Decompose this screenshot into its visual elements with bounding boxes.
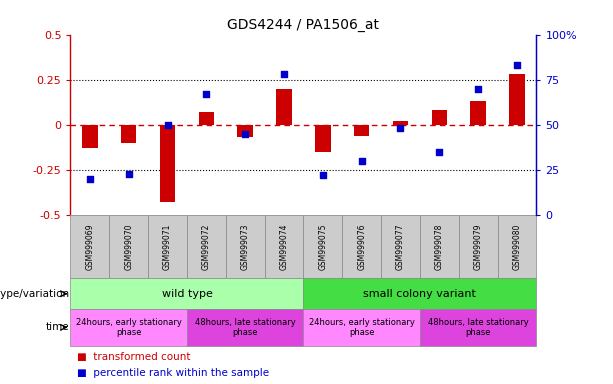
Bar <box>381 215 420 278</box>
Text: genotype/variation: genotype/variation <box>0 289 70 299</box>
Bar <box>342 215 381 278</box>
Bar <box>199 112 214 125</box>
Text: GSM999080: GSM999080 <box>512 223 522 270</box>
Text: GSM999077: GSM999077 <box>396 223 405 270</box>
Bar <box>470 101 486 125</box>
Text: GSM999069: GSM999069 <box>85 223 94 270</box>
Bar <box>160 125 175 202</box>
Text: small colony variant: small colony variant <box>364 289 476 299</box>
Bar <box>148 215 187 278</box>
Bar <box>393 121 408 125</box>
Bar <box>82 125 97 148</box>
Bar <box>70 215 109 278</box>
Text: GSM999078: GSM999078 <box>435 223 444 270</box>
Bar <box>121 125 137 143</box>
Bar <box>276 89 292 125</box>
Text: 48hours, late stationary
phase: 48hours, late stationary phase <box>195 318 295 337</box>
Point <box>162 122 172 128</box>
Text: ■  transformed count: ■ transformed count <box>77 352 190 362</box>
Bar <box>303 309 420 346</box>
Point <box>473 86 483 92</box>
Point <box>202 91 211 97</box>
Bar <box>303 215 342 278</box>
Bar <box>315 125 330 152</box>
Point <box>279 71 289 77</box>
Text: ■  percentile rank within the sample: ■ percentile rank within the sample <box>77 368 268 378</box>
Bar <box>509 74 525 125</box>
Bar <box>109 215 148 278</box>
Bar <box>354 125 370 136</box>
Text: GSM999070: GSM999070 <box>124 223 133 270</box>
Bar <box>187 215 226 278</box>
Text: GSM999079: GSM999079 <box>474 223 482 270</box>
Point <box>318 172 328 179</box>
Bar <box>70 278 303 309</box>
Text: 48hours, late stationary
phase: 48hours, late stationary phase <box>428 318 528 337</box>
Title: GDS4244 / PA1506_at: GDS4244 / PA1506_at <box>227 18 379 32</box>
Bar <box>187 309 303 346</box>
Point <box>240 131 250 137</box>
Point <box>85 176 95 182</box>
Bar <box>237 125 253 137</box>
Point <box>124 170 134 177</box>
Point <box>512 62 522 68</box>
Text: time: time <box>46 322 70 333</box>
Text: 24hours, early stationary
phase: 24hours, early stationary phase <box>76 318 181 337</box>
Text: GSM999073: GSM999073 <box>241 223 249 270</box>
Point <box>435 149 444 155</box>
Text: GSM999074: GSM999074 <box>280 223 289 270</box>
Text: GSM999072: GSM999072 <box>202 223 211 270</box>
Text: wild type: wild type <box>162 289 212 299</box>
Bar <box>303 278 536 309</box>
Text: 24hours, early stationary
phase: 24hours, early stationary phase <box>309 318 414 337</box>
Bar <box>420 215 459 278</box>
Text: GSM999076: GSM999076 <box>357 223 366 270</box>
Text: GSM999075: GSM999075 <box>318 223 327 270</box>
Bar <box>432 110 447 125</box>
Bar <box>70 309 187 346</box>
Point <box>357 158 367 164</box>
Bar <box>459 215 498 278</box>
Point <box>395 125 405 131</box>
Bar <box>265 215 303 278</box>
Bar <box>420 309 536 346</box>
Text: GSM999071: GSM999071 <box>163 223 172 270</box>
Bar <box>498 215 536 278</box>
Bar <box>226 215 265 278</box>
